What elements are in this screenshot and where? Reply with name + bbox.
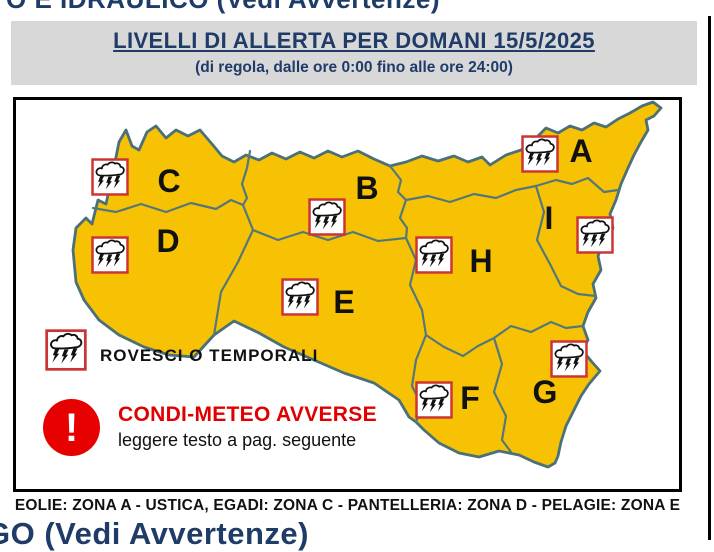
warning-subtitle: leggere testo a pag. seguente <box>118 430 357 450</box>
zone-label-a: A <box>569 133 592 169</box>
zone-i-storm-icon <box>576 216 614 254</box>
zone-label-e: E <box>333 284 354 320</box>
storm-cloud-lightning-icon <box>45 329 87 371</box>
warning-title: CONDI-METEO AVVERSE <box>118 403 377 426</box>
zone-label-d: D <box>156 223 179 259</box>
zone-d-storm-icon <box>91 236 129 274</box>
zone-label-c: C <box>157 163 180 199</box>
zone-c-storm-icon <box>91 158 129 196</box>
page-subtitle: (di regola, dalle ore 0:00 fino alle ore… <box>195 59 513 76</box>
alert-header-box: LIVELLI DI ALLERTA PER DOMANI 15/5/2025 … <box>11 21 697 85</box>
zones-layer: A B CD E F G H I <box>91 133 614 419</box>
zone-label-b: B <box>355 170 378 206</box>
zone-g-storm-icon <box>550 340 588 378</box>
zone-borders <box>91 149 620 454</box>
zone-b-storm-icon <box>308 198 346 236</box>
zone-label-g: G <box>533 374 558 410</box>
page-title: LIVELLI DI ALLERTA PER DOMANI 15/5/2025 <box>113 28 595 53</box>
zone-label-i: I <box>545 200 554 236</box>
exclamation-mark: ! <box>64 405 79 450</box>
zone-h-storm-icon <box>415 236 453 274</box>
zone-a-storm-icon <box>521 135 559 173</box>
exclamation-circle-icon: ! <box>43 399 100 456</box>
sicily-alert-map: A B CD E F G H I <box>71 100 663 469</box>
legend-storm-label: ROVESCI O TEMPORALI <box>100 346 319 365</box>
clipped-section-title-bottom: GO (Vedi Avvertenze) <box>0 516 309 551</box>
zone-f-storm-icon <box>415 381 453 419</box>
islands-zones-note: EOLIE: ZONA A - USTICA, EGADI: ZONA C - … <box>14 497 681 514</box>
zone-label-h: H <box>469 243 492 279</box>
zone-label-f: F <box>460 380 480 416</box>
page-border-right <box>708 16 711 540</box>
sicily-coastline <box>71 100 663 469</box>
clipped-section-title-top: O E IDRAULICO (Vedi Avvertenze) <box>6 0 440 15</box>
zone-e-storm-icon <box>281 278 319 316</box>
